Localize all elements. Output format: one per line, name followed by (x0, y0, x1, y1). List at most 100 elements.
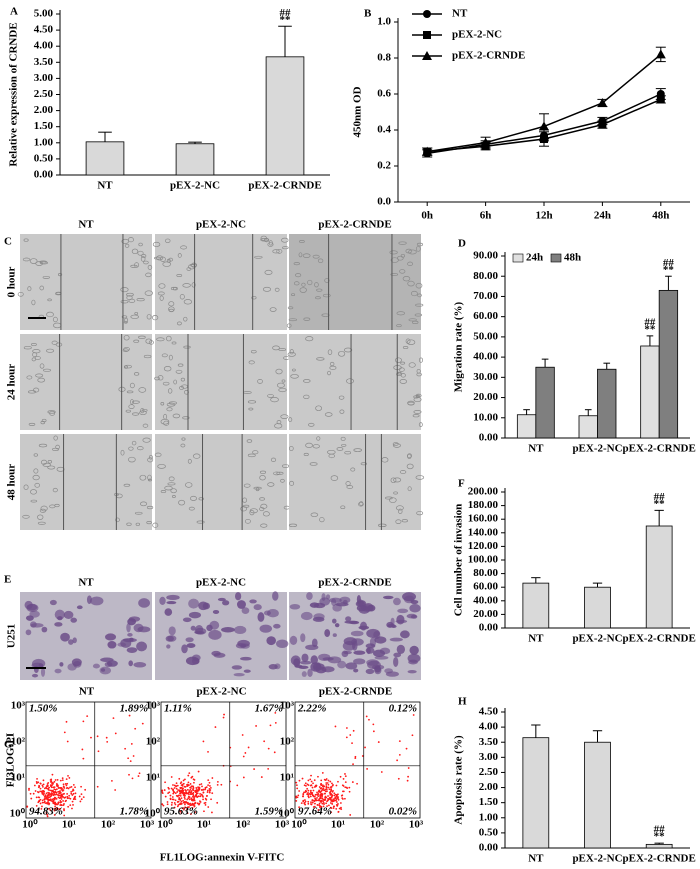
event-dot (312, 794, 314, 797)
event-dot (222, 716, 225, 719)
event-dot (69, 786, 71, 789)
cell (148, 454, 153, 460)
event-dot (47, 788, 50, 791)
cell (168, 476, 175, 482)
event-dot (351, 781, 354, 783)
cell (273, 471, 281, 476)
cell (162, 261, 172, 267)
stained-cell (396, 644, 406, 655)
event-dot (48, 794, 50, 797)
cell (281, 464, 290, 468)
event-dot (204, 786, 207, 789)
cell (30, 499, 38, 503)
cell (188, 506, 195, 511)
y-tick-label: 90.00 (473, 250, 498, 262)
event-dot (194, 794, 197, 797)
event-dot (166, 801, 169, 803)
stained-cell (159, 596, 166, 606)
event-dot (184, 798, 186, 800)
event-dot (39, 787, 42, 790)
y-tick-label: 10¹ (280, 772, 294, 784)
cell (138, 242, 143, 247)
y-tick-label: 70.00 (473, 290, 498, 302)
event-dot (352, 763, 354, 766)
event-dot (55, 791, 58, 794)
cell (303, 379, 311, 383)
stained-cell (31, 673, 39, 678)
cell (259, 506, 265, 512)
event-dot (200, 789, 203, 791)
event-dot (310, 803, 313, 806)
stained-cell (190, 625, 196, 631)
event-dot (69, 797, 72, 800)
event-dot (328, 788, 331, 791)
cell (270, 457, 277, 462)
cell (163, 413, 168, 420)
event-dot (344, 775, 347, 778)
cell (38, 443, 48, 448)
event-dot (40, 790, 43, 793)
cell (37, 377, 46, 383)
event-dot (302, 795, 304, 798)
cell (163, 420, 170, 426)
event-dot (39, 782, 42, 785)
stained-cell (166, 644, 171, 649)
error-bar (531, 577, 541, 584)
flow-plot (25, 701, 152, 819)
event-dot (340, 806, 342, 809)
micrograph (289, 434, 421, 530)
stained-cell (406, 613, 417, 619)
event-dot (323, 803, 325, 805)
x-tick-label: pEX-2-NC (572, 853, 622, 865)
cell (314, 282, 319, 288)
event-dot (41, 805, 43, 808)
stained-cell (267, 608, 279, 618)
cell (47, 460, 53, 464)
cell (340, 436, 346, 441)
x-tick-label: 24h (594, 210, 611, 222)
cell (133, 339, 140, 343)
event-dot (169, 794, 172, 797)
panel-label: H (458, 696, 467, 708)
cell (49, 504, 56, 509)
event-dot (317, 809, 320, 811)
cell (175, 369, 183, 374)
stained-cell (259, 624, 273, 633)
micrograph (155, 434, 287, 530)
event-dot (405, 747, 408, 750)
cell (415, 246, 421, 252)
event-dot (326, 805, 328, 808)
cell (163, 366, 172, 372)
event-dot (69, 804, 72, 807)
cell (134, 511, 143, 515)
event-dot (334, 793, 337, 796)
event-dot (312, 789, 315, 792)
event-dot (114, 789, 117, 791)
event-dot (129, 760, 132, 763)
event-dot (198, 803, 200, 806)
cell (395, 505, 404, 511)
y-tick-label: 0.00 (479, 842, 499, 854)
cell (191, 282, 196, 288)
y-tick-label: 80.00 (473, 567, 498, 579)
event-dot (210, 798, 212, 801)
cell (23, 346, 32, 350)
column-header: NT (78, 219, 94, 231)
event-dot (209, 785, 211, 787)
event-dot (330, 807, 333, 809)
event-dot (193, 796, 195, 799)
cell (42, 368, 52, 372)
cell (166, 402, 176, 407)
event-dot (60, 793, 63, 796)
event-dot (60, 804, 63, 807)
cell (321, 313, 330, 317)
stained-cell (351, 638, 364, 646)
cell (37, 514, 44, 520)
cell (23, 238, 29, 242)
cell (142, 423, 149, 428)
y-tick-label: 0.6 (377, 88, 391, 100)
event-dot (179, 799, 182, 801)
bar (522, 582, 550, 629)
x-tick-label: 10¹ (62, 819, 76, 831)
significance-mark: ## (280, 7, 292, 19)
